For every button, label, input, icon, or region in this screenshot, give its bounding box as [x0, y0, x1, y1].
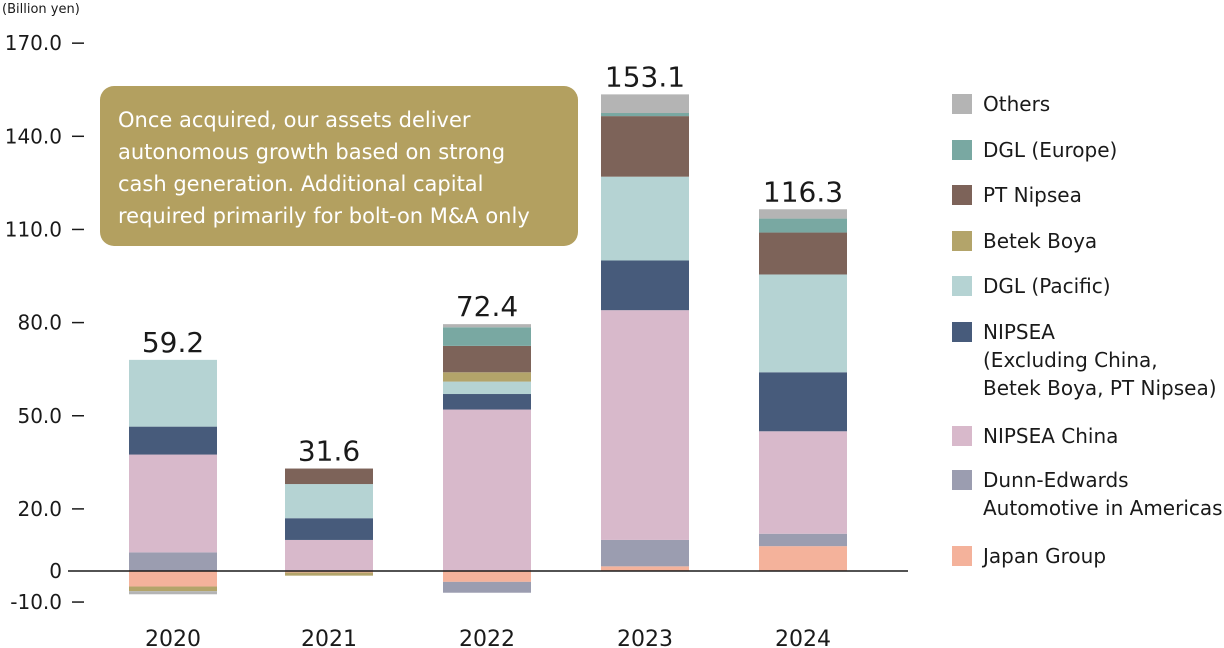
bar-total-label: 116.3: [763, 175, 843, 208]
y-tick-label: 170.0: [5, 31, 62, 55]
legend-swatch: [952, 185, 972, 205]
legend-item: PT Nipsea: [952, 181, 1082, 209]
x-tick-label: 2020: [145, 627, 201, 648]
legend-swatch: [952, 470, 972, 490]
legend-label: NIPSEA China: [983, 424, 1119, 448]
bar-segment-dgl-pacific--2020: [129, 359, 217, 427]
bar-segment-dgl-europe--2023: [601, 113, 689, 117]
legend-label: DGL (Pacific): [983, 274, 1111, 298]
bar-segment-dunn-edwards-2022: [443, 581, 531, 593]
bar-segment-others-2022: [443, 324, 531, 328]
callout-line: cash generation. Additional capital: [118, 172, 484, 196]
x-tick-label: 2022: [459, 627, 515, 648]
bar-segment-dgl-pacific--2023: [601, 176, 689, 261]
x-tick-label: 2024: [775, 627, 831, 648]
bar-segment-others-2023: [601, 94, 689, 114]
bar-segment-dunn-edwards-2020: [129, 552, 217, 571]
bar-segment-pt-nipsea-2023: [601, 116, 689, 177]
bar-segment-dgl-europe--2024: [759, 218, 847, 233]
legend-label: NIPSEA (Excluding China, Betek Boya, PT …: [983, 320, 1217, 400]
legend-label: Others: [983, 92, 1051, 116]
bar-segment-dgl-europe--2022: [443, 327, 531, 346]
bar-segment-pt-nipsea-2022: [443, 345, 531, 373]
bar-segment-japan-group-2021: [285, 571, 373, 573]
bar-segment-nipsea-2024: [759, 372, 847, 432]
bar-segment-nipsea-2023: [601, 260, 689, 311]
bar-segment-dgl-pacific--2021: [285, 484, 373, 519]
y-tick-label: 20.0: [17, 497, 62, 521]
y-tick-label: 110.0: [5, 217, 62, 241]
bar-total-label: 72.4: [456, 290, 518, 323]
legend-item: Dunn-Edwards Automotive in Americas: [952, 466, 1223, 522]
bar-segment-japan-group-2023: [601, 566, 689, 571]
legend-swatch: [952, 322, 972, 342]
legend-swatch: [952, 426, 972, 446]
bar-segment-nipsea-2021: [285, 518, 373, 540]
bar-total-label: 153.1: [605, 60, 685, 93]
bar-segment-others-2020: [129, 591, 217, 595]
legend-item: NIPSEA China: [952, 422, 1118, 450]
y-tick-label: 140.0: [5, 124, 62, 148]
bar-segment-dunn-edwards-2023: [601, 539, 689, 567]
legend-label: Dunn-Edwards Automotive in Americas: [983, 468, 1223, 520]
legend-item: DGL (Europe): [952, 136, 1117, 164]
bar-segment-nipsea-china-2021: [285, 539, 373, 571]
bar-segment-nipsea-2020: [129, 426, 217, 455]
bar-segment-pt-nipsea-2024: [759, 232, 847, 275]
callout-line: autonomous growth based on strong: [118, 140, 506, 164]
legend-swatch: [952, 231, 972, 251]
legend-item: Japan Group: [952, 542, 1106, 570]
bar-segment-japan-group-2024: [759, 546, 847, 571]
bar-segment-nipsea-2022: [443, 394, 531, 410]
legend-swatch: [952, 546, 972, 566]
bar-segment-pt-nipsea-2021: [285, 468, 373, 485]
bar-total-label: 31.6: [298, 435, 360, 468]
bar-segment-nipsea-china-2023: [601, 310, 689, 540]
bar-segment-betek-boya-2022: [443, 372, 531, 382]
bar-segment-japan-group-2020: [129, 571, 217, 587]
callout-line: Once acquired, our assets deliver: [118, 108, 471, 132]
bar-segment-nipsea-china-2024: [759, 431, 847, 534]
bar-segment-nipsea-china-2020: [129, 454, 217, 553]
bar-segment-others-2024: [759, 209, 847, 219]
bar-total-label: 59.2: [142, 326, 204, 359]
legend-item: Others: [952, 90, 1050, 118]
y-tick-label: -10.0: [10, 590, 62, 614]
legend-label: Japan Group: [983, 544, 1107, 568]
legend-swatch: [952, 94, 972, 114]
legend-item: Betek Boya: [952, 227, 1097, 255]
bar-segment-dunn-edwards-2024: [759, 533, 847, 547]
bar-segment-betek-boya-2020: [129, 586, 217, 592]
legend-swatch: [952, 276, 972, 296]
bar-segment-betek-boya-2021: [285, 572, 373, 576]
legend-swatch: [952, 140, 972, 160]
bar-segment-dgl-pacific--2024: [759, 274, 847, 373]
bar-segment-nipsea-china-2022: [443, 409, 531, 571]
legend-item: NIPSEA (Excluding China, Betek Boya, PT …: [952, 318, 1217, 402]
legend-label: Betek Boya: [983, 229, 1098, 253]
callout-box: Once acquired, our assets deliver autono…: [100, 86, 578, 246]
bar-segment-japan-group-2022: [443, 571, 531, 582]
y-axis-unit-label: (Billion yen): [2, 2, 80, 17]
callout-line: required primarily for bolt-on M&A only: [118, 204, 530, 228]
legend-label: PT Nipsea: [983, 183, 1082, 207]
bar-segment-dgl-pacific--2022: [443, 381, 531, 395]
y-tick-label: 0: [49, 559, 62, 583]
x-tick-label: 2021: [301, 627, 357, 648]
x-tick-label: 2023: [617, 627, 673, 648]
y-tick-label: 80.0: [17, 311, 62, 335]
y-tick-label: 50.0: [17, 404, 62, 428]
legend-label: DGL (Europe): [983, 138, 1118, 162]
legend-item: DGL (Pacific): [952, 272, 1111, 300]
